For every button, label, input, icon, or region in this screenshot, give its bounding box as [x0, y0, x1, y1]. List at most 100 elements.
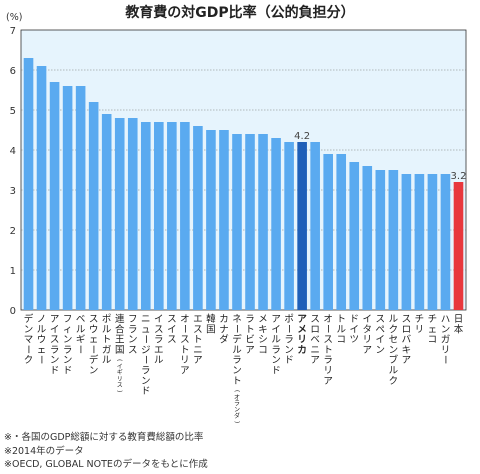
x-tick-char: ス [402, 314, 412, 325]
x-tick-char: リ [180, 355, 190, 366]
x-tick-char: ア [50, 314, 60, 325]
bar [440, 174, 451, 310]
x-tick-char: ア [310, 355, 320, 366]
x-tick-char: ナ [219, 324, 229, 335]
x-tick-char: ー [178, 324, 189, 334]
x-tick-char: メ [258, 314, 268, 325]
x-tick-char: ー [283, 324, 294, 334]
x-tick-char: ン [232, 366, 242, 377]
x-tick-char: イ [154, 314, 164, 325]
x-tick-char: ニ [193, 345, 203, 356]
y-tick-label: 0 [10, 306, 16, 317]
chart-title: 教育費の対GDP比率（公的負担分） [125, 5, 355, 21]
bar [375, 170, 386, 310]
x-tick-char: ポ [284, 314, 294, 325]
x-tick-char: ー [322, 324, 333, 334]
bar [114, 118, 125, 310]
x-tick-char: マ [24, 335, 34, 346]
x-tick-char: カ [297, 345, 307, 356]
x-tick-char: リ [441, 345, 451, 356]
x-tick-char: ペ [376, 324, 386, 335]
x-tick-char: ウ [89, 324, 99, 335]
x-tick-char: ル [389, 366, 399, 377]
x-tick-char: 合 [115, 323, 125, 335]
x-tick-char: ネ [232, 314, 242, 325]
x-tick-char: セ [389, 335, 399, 346]
data-label: 4.2 [294, 131, 310, 142]
x-tick-subchar: オ [234, 394, 240, 401]
bar [258, 134, 268, 310]
x-tick-char: ル [389, 314, 399, 325]
x-tick-char: ラ [141, 366, 151, 377]
x-tick-char: ア [402, 355, 412, 366]
x-tick-char: ス [376, 314, 386, 325]
chart-notes: ※・各国のGDP総額に対する教育費総額の比率 ※2014年のデータ ※OECD,… [4, 431, 208, 472]
bar [310, 142, 320, 310]
x-tick-char: ー [139, 355, 150, 365]
bar [140, 122, 151, 310]
x-tick-char: イ [349, 324, 359, 335]
x-tick-char: デ [232, 334, 242, 346]
x-tick-char: ル [102, 355, 112, 366]
x-tick-char: ラ [63, 345, 73, 356]
x-tick-char: ス [50, 335, 60, 346]
x-tick-char: ド [349, 314, 359, 325]
x-tick-char: ニ [310, 345, 320, 356]
x-tick-char: キ [402, 345, 412, 356]
x-tick-char: ア [323, 376, 333, 387]
x-tick-char: 韓 [206, 314, 216, 325]
x-tick-char: イ [271, 324, 281, 335]
x-tick-char: ル [232, 345, 242, 356]
x-tick-char: フ [63, 314, 73, 325]
x-tick-char: ギ [76, 335, 86, 346]
bar [232, 134, 242, 310]
x-tick-char: ト [232, 376, 242, 387]
data-label: 3.2 [451, 171, 467, 182]
x-tick-char: 日 [454, 314, 464, 325]
x-tick-char: ン [24, 324, 34, 335]
x-tick-char: カ [219, 314, 229, 325]
x-tick-char: ツ [349, 335, 359, 346]
bar [323, 154, 333, 310]
x-tick-char: ェ [37, 345, 47, 356]
x-tick-char: ア [297, 314, 307, 325]
bar [75, 86, 86, 310]
x-tick-char: ー [35, 355, 46, 365]
x-tick-char: ス [154, 324, 164, 335]
x-tick-char: キ [258, 324, 268, 335]
x-tick-char: ラ [128, 324, 138, 335]
x-tick-char: ラ [284, 335, 294, 346]
bar [49, 82, 60, 310]
bar [180, 122, 190, 310]
y-tick-label: 2 [10, 226, 16, 237]
x-tick-char: ス [310, 314, 320, 325]
x-tick-char: ン [63, 335, 73, 346]
x-tick-char: ロ [402, 324, 412, 335]
bar [88, 102, 99, 310]
x-tick-char: ー [87, 345, 98, 355]
x-tick-subchar: イ [117, 363, 123, 370]
x-tick-subchar: ダ [234, 412, 240, 420]
x-tick-char: ー [439, 355, 450, 365]
x-tick-char: ジ [141, 345, 151, 356]
x-tick-char: ア [245, 345, 255, 356]
x-tick-char: ニ [141, 314, 151, 325]
x-tick-char: 国 [206, 324, 216, 335]
x-tick-char: ク [389, 324, 399, 335]
x-tick-char: ア [271, 314, 281, 325]
y-tick-label: 5 [10, 106, 16, 117]
x-tick-char: ト [245, 324, 255, 335]
x-tick-char: 本 [454, 323, 464, 335]
bar [206, 130, 216, 310]
x-tick-char: ド [271, 366, 281, 377]
x-tick-char: ン [284, 345, 294, 356]
x-tick-char: オ [180, 314, 190, 325]
bar [414, 174, 425, 310]
x-tick-subchar: ( [116, 359, 123, 361]
x-tick-char: フ [128, 314, 138, 325]
x-tick-char: チ [415, 314, 425, 325]
bar [453, 182, 464, 310]
bar [388, 170, 399, 310]
x-tick-subchar: ( [233, 390, 240, 392]
x-tick-char: ガ [102, 345, 112, 356]
